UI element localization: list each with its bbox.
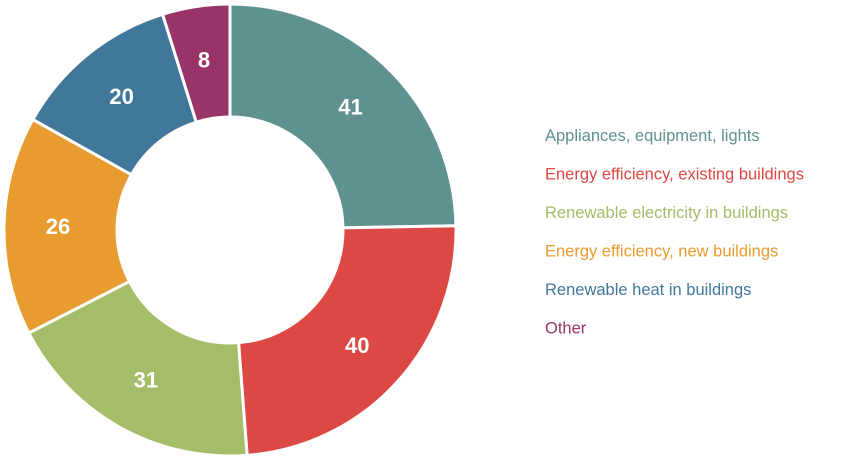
legend: Appliances, equipment, lights Energy effi… [545,127,804,338]
donut-slice [2,117,134,336]
legend-item: Appliances, equipment, lights [545,127,760,145]
donut-slice [160,2,232,125]
donut-slice [26,279,249,458]
slice-value-label: 20 [109,84,133,109]
donut-slice [228,2,458,230]
slice-value-label: 40 [345,333,369,358]
slice-value-label: 31 [134,368,158,393]
slice-value-label: 8 [198,47,210,72]
legend-item: Renewable electricity in buildings [545,204,788,222]
legend-item: Energy efficiency, new buildings [545,243,778,261]
donut-slices [2,2,458,458]
legend-item: Other [545,320,587,338]
slice-value-label: 26 [46,214,70,239]
slice-value-label: 41 [338,95,362,120]
legend-item: Energy efficiency, existing buildings [545,166,804,184]
slice-value-labels: 41 40 31 26 20 8 [46,47,370,392]
legend-item: Renewable heat in buildings [545,281,751,299]
donut-slice [236,224,458,457]
